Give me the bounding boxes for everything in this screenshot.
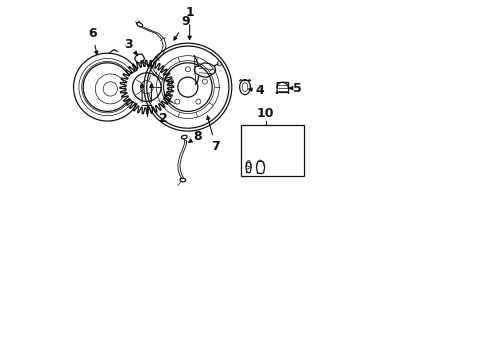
Text: 6: 6 xyxy=(88,27,98,55)
Text: 2: 2 xyxy=(159,112,168,125)
Text: 8: 8 xyxy=(189,130,201,143)
Bar xyxy=(242,125,304,176)
Text: 4: 4 xyxy=(249,84,265,97)
Text: 3: 3 xyxy=(124,39,138,55)
Text: 5: 5 xyxy=(290,82,302,95)
Text: 9: 9 xyxy=(174,14,191,40)
Text: 7: 7 xyxy=(207,116,220,153)
Text: 10: 10 xyxy=(257,107,274,120)
Text: 1: 1 xyxy=(185,6,194,40)
